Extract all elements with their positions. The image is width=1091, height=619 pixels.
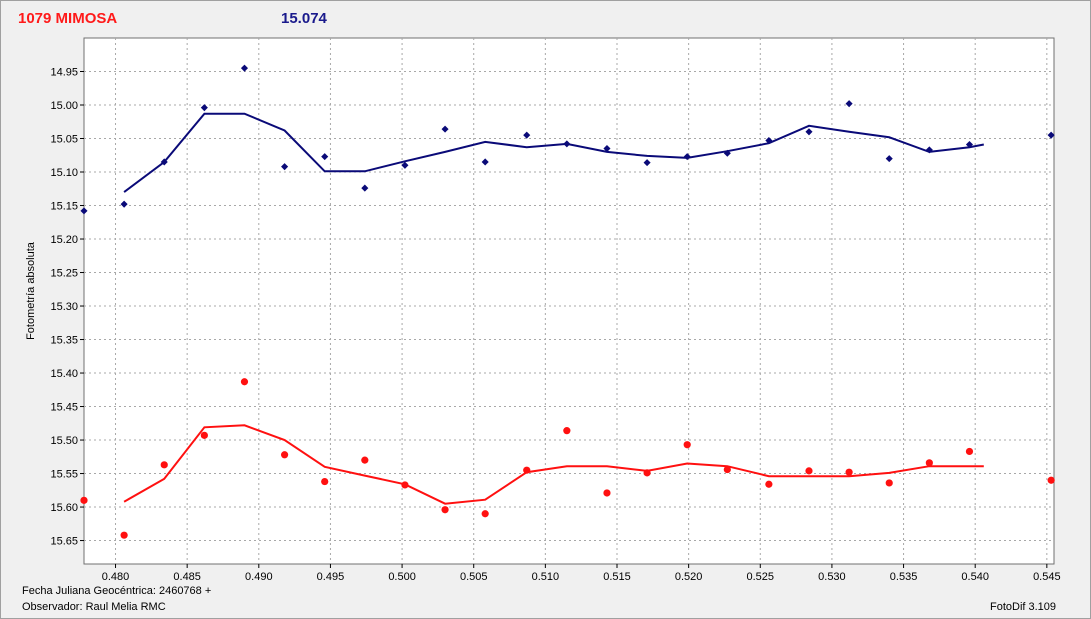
data-point <box>925 459 933 467</box>
x-tick-label: 0.520 <box>675 571 703 583</box>
data-point <box>523 466 531 474</box>
x-tick-label: 0.535 <box>890 571 918 583</box>
data-point <box>200 431 208 439</box>
software-version-label: FotoDif 3.109 <box>990 601 1057 613</box>
y-tick-label: 15.60 <box>50 502 78 514</box>
data-point <box>441 125 449 133</box>
x-tick-label: 0.515 <box>603 571 631 583</box>
y-tick-label: 15.05 <box>50 134 78 146</box>
mean-magnitude: 15.074 <box>281 10 327 27</box>
y-tick-label: 15.15 <box>50 201 78 213</box>
data-point <box>120 531 128 539</box>
data-point <box>200 104 208 112</box>
x-tick-label: 0.510 <box>532 571 560 583</box>
data-point <box>160 461 168 469</box>
data-point <box>361 456 369 464</box>
y-tick-label: 15.55 <box>50 469 78 481</box>
data-point <box>321 477 329 486</box>
data-point <box>321 153 329 161</box>
x-axis-ticks: 0.480 0.485 0.490 0.495 0.500 0.505 0.510 0.515… <box>102 564 1061 583</box>
y-tick-label: 15.40 <box>50 368 78 380</box>
data-point <box>563 140 571 148</box>
data-point <box>845 100 853 108</box>
x-tick-label: 0.525 <box>747 571 775 583</box>
y-tick-label: 15.20 <box>50 234 78 246</box>
data-point <box>481 158 489 166</box>
data-point <box>845 468 853 476</box>
data-point <box>280 451 289 459</box>
plot-area <box>83 37 1055 565</box>
y-tick-label: 15.30 <box>50 301 78 313</box>
data-point <box>683 441 691 449</box>
data-point <box>441 506 449 514</box>
data-point <box>603 145 611 153</box>
y-tick-label: 15.45 <box>50 402 78 414</box>
data-point <box>563 427 571 435</box>
data-point <box>80 207 88 215</box>
y-tick-label: 15.10 <box>50 167 78 179</box>
y-axis-ticks: 14.95 15.00 15.05 15.10 15.15 15.20 15.25 15.30… <box>50 67 84 548</box>
object-name: 1079 MIMOSA <box>18 10 118 27</box>
y-tick-label: 15.35 <box>50 335 78 347</box>
data-point <box>481 510 489 518</box>
data-point <box>765 480 773 488</box>
data-point <box>240 64 249 72</box>
data-point <box>523 131 531 139</box>
data-point <box>160 158 168 166</box>
data-point <box>603 489 611 497</box>
data-point <box>885 479 893 487</box>
data-point <box>361 184 369 192</box>
data-point <box>723 465 731 474</box>
series-1 <box>80 378 1055 539</box>
data-point <box>1047 476 1055 484</box>
observer-label: Observador: Raul Melia RMC <box>22 601 166 613</box>
trend-line <box>123 424 984 505</box>
x-tick-label: 0.545 <box>1033 571 1061 583</box>
x-tick-label: 0.500 <box>388 571 416 583</box>
y-tick-label: 15.25 <box>50 268 78 280</box>
data-point <box>925 146 933 154</box>
data-point <box>805 128 813 136</box>
y-tick-label: 15.00 <box>50 100 78 112</box>
data-point <box>281 163 289 171</box>
x-tick-label: 0.540 <box>961 571 989 583</box>
data-point <box>120 200 128 208</box>
data-point <box>885 155 893 163</box>
x-tick-label: 0.530 <box>818 571 846 583</box>
y-tick-label: 15.65 <box>50 536 78 548</box>
x-tick-label: 0.480 <box>102 571 130 583</box>
y-axis-label: Fotometría absoluta <box>25 241 37 340</box>
data-point <box>965 141 974 149</box>
y-tick-label: 14.95 <box>50 67 78 79</box>
julian-date-label: Fecha Juliana Geocéntrica: 2460768 + <box>22 585 212 597</box>
data-point <box>723 149 731 157</box>
data-series <box>80 64 1055 539</box>
x-tick-label: 0.490 <box>245 571 273 583</box>
data-point <box>805 467 813 475</box>
data-point <box>240 378 249 386</box>
data-point <box>401 161 409 169</box>
data-point <box>401 481 409 489</box>
data-point <box>80 496 88 504</box>
data-point <box>765 136 773 145</box>
x-tick-label: 0.495 <box>317 571 345 583</box>
y-tick-label: 15.50 <box>50 435 78 447</box>
data-point <box>965 447 974 456</box>
x-tick-label: 0.505 <box>460 571 488 583</box>
x-tick-label: 0.485 <box>173 571 201 583</box>
grid-lines <box>84 38 1054 564</box>
data-point <box>643 469 651 477</box>
data-point <box>643 159 651 167</box>
data-point <box>683 153 691 161</box>
series-0 <box>80 64 1055 215</box>
